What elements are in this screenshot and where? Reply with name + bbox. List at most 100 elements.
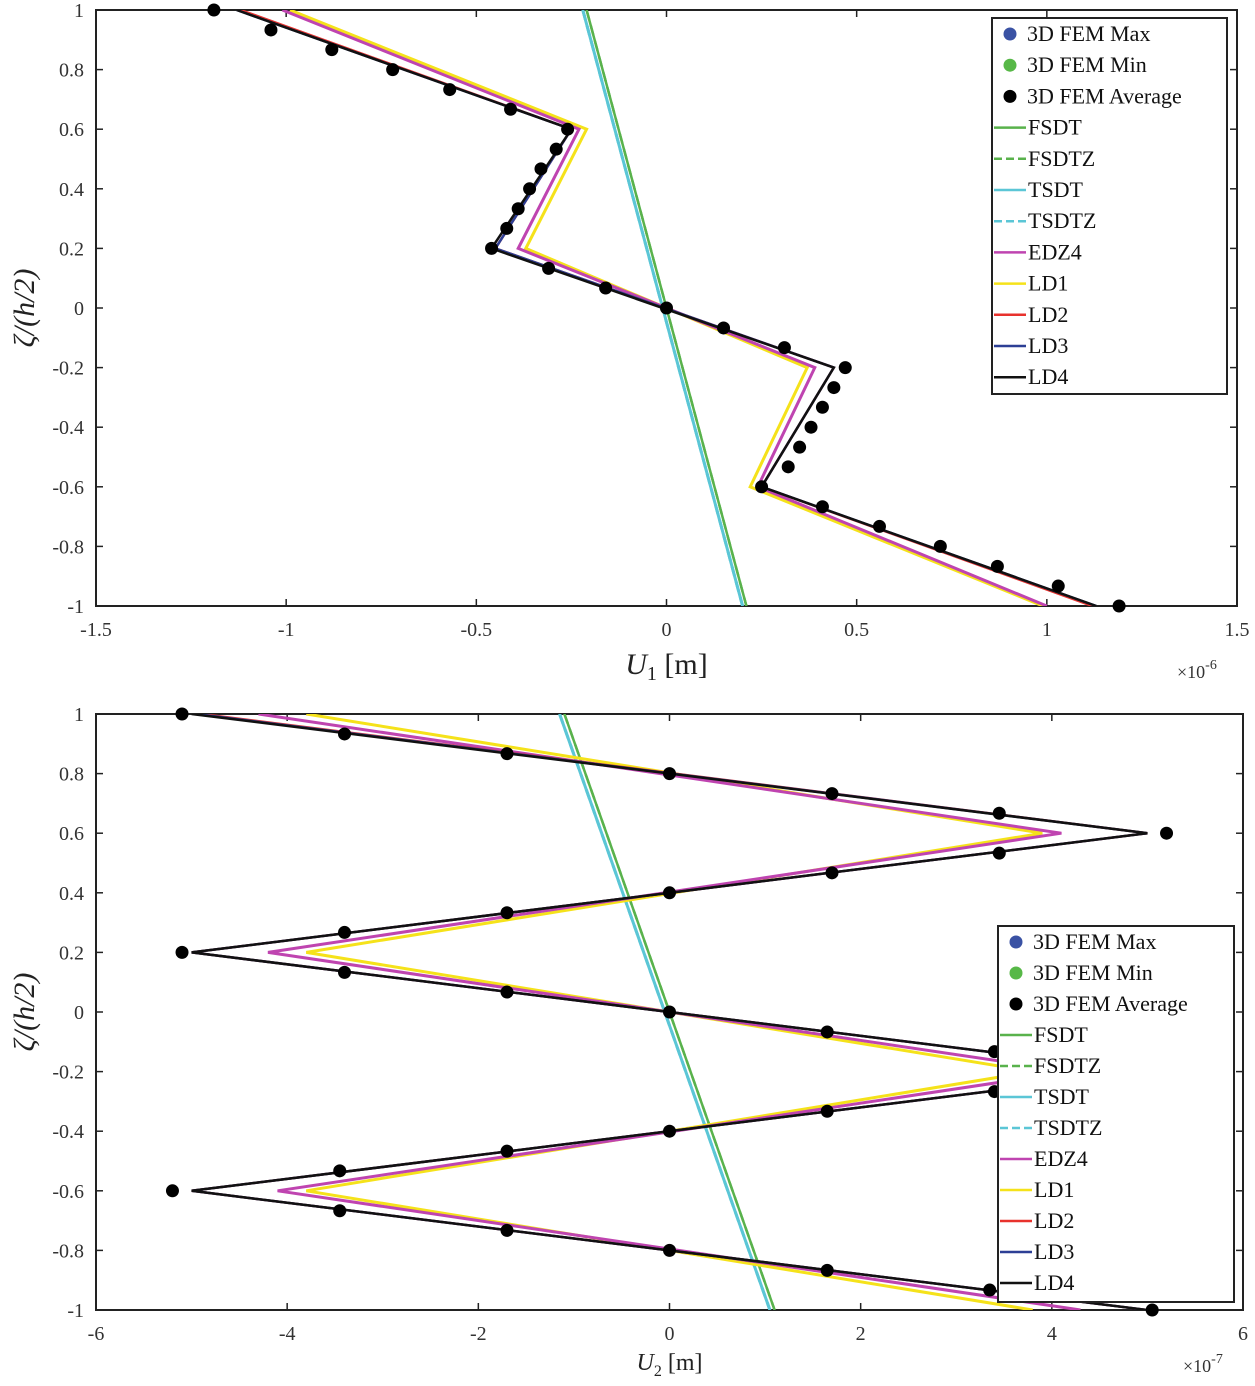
exponent-base: ×10 (1183, 1356, 1211, 1376)
x-axis-label: U1 [m] (625, 648, 708, 685)
fem-average-point (175, 945, 189, 959)
fem-average-point (500, 985, 514, 999)
x-axis-symbol: U (625, 648, 649, 681)
chart-1: -1.5 -1 -0.5 0 0.5 1 1.510.80.60.40.20-0.2-0.4… (8, 0, 1250, 685)
x-axis-subscript: 2 (654, 1363, 662, 1380)
fem-average-point (820, 1025, 834, 1039)
legend-label: 3D FEM Max (1027, 21, 1150, 46)
fem-average-point (561, 122, 575, 136)
fem-average-point (820, 1263, 834, 1277)
fem-average-point (793, 440, 807, 454)
fem-average-point (333, 1204, 347, 1218)
fem-average-point (781, 460, 795, 474)
fem-average-point (663, 1243, 676, 1257)
fem-average-point (500, 906, 514, 920)
y-tick-label: 0.4 (59, 179, 84, 201)
legend-marker (1009, 966, 1023, 980)
fem-average-point (264, 23, 278, 37)
legend: 3D FEM Max 3D FEM Min 3D FEM Average FSDT FS… (997, 925, 1235, 1303)
x-tick-label: 6 (1238, 1323, 1248, 1345)
fem-average-point (992, 806, 1006, 820)
fem-average-point (338, 965, 352, 979)
legend-label: EDZ4 (1034, 1146, 1088, 1171)
fem-average-point (1051, 579, 1065, 593)
fem-average-point (511, 202, 525, 216)
x-tick-label: -1 (278, 619, 295, 641)
fem-average-point (990, 559, 1004, 573)
legend-label: LD4 (1034, 1270, 1074, 1295)
fem-average-point (717, 321, 731, 335)
x-tick-label: -0.5 (460, 619, 492, 641)
legend-label: TSDT (1034, 1084, 1090, 1109)
x-tick-label: -4 (279, 1323, 296, 1345)
legend-label: LD4 (1028, 364, 1068, 389)
legend-label: FSDT (1034, 1022, 1088, 1047)
legend-label: 3D FEM Max (1033, 929, 1156, 954)
fem-average-point (663, 1124, 676, 1138)
x-tick-label: 1.5 (1225, 619, 1250, 641)
y-tick-label: 0.2 (59, 942, 84, 964)
fem-average-point (338, 727, 352, 741)
x-tick-label: -2 (470, 1323, 487, 1345)
fem-average-point (827, 381, 841, 395)
fem-average-point (500, 747, 514, 761)
fem-average-point (500, 221, 514, 235)
y-tick-label: -0.6 (52, 477, 84, 499)
fem-average-point (386, 63, 400, 77)
fem-average-point (175, 707, 189, 721)
fem-average-point (599, 281, 613, 295)
legend-marker (1003, 89, 1017, 103)
x-tick-label: 1 (1042, 619, 1052, 641)
fem-average-point (660, 301, 673, 315)
y-tick-label: 1 (74, 704, 84, 726)
fem-average-point (549, 142, 563, 156)
x-axis-exponent: ×10-6 (1177, 658, 1217, 682)
x-tick-label: 4 (1047, 1323, 1057, 1345)
fem-average-point (804, 420, 818, 434)
fem-average-point (325, 43, 339, 57)
legend-label: 3D FEM Average (1027, 83, 1182, 108)
fem-average-point (820, 1104, 834, 1118)
fem-average-point (815, 500, 829, 514)
fem-average-point (838, 361, 852, 375)
fem-average-point (933, 539, 947, 553)
exponent-power: -6 (1205, 658, 1217, 673)
legend-label: FSDTZ (1028, 146, 1095, 171)
fem-average-point (165, 1184, 179, 1198)
fem-average-point (500, 1144, 514, 1158)
x-axis-subscript: 1 (647, 663, 657, 685)
fem-average-point (825, 866, 839, 880)
chart-2: -6 -4 -2 0 2 4 6 1 0.8 0.6 0.4 0.2 0 -0.2 -0.4 -0.6 -0.8… (8, 704, 1248, 1380)
y-tick-label: -0.8 (52, 1240, 84, 1262)
y-tick-label: 0.8 (59, 764, 84, 786)
y-tick-label: -0.4 (52, 417, 84, 439)
y-tick-label: -0.2 (52, 358, 84, 380)
legend-marker (1009, 997, 1023, 1011)
fem-average-point (523, 182, 537, 196)
legend-label: 3D FEM Min (1027, 52, 1147, 77)
x-axis-unit: [m] (657, 648, 708, 681)
fem-average-point (504, 102, 518, 116)
exponent-base: ×10 (1177, 662, 1205, 682)
y-tick-label: 0 (74, 298, 84, 320)
x-tick-label: -6 (88, 1323, 105, 1345)
legend-label: FSDT (1028, 115, 1082, 140)
fem-average-point (542, 261, 556, 275)
y-tick-label: 0.6 (59, 823, 84, 845)
x-axis-label: U2 [m] (637, 1350, 703, 1380)
legend-label: 3D FEM Average (1033, 991, 1188, 1016)
x-axis-unit: [m] (662, 1350, 703, 1376)
fem-average-point (663, 1005, 676, 1019)
fem-average-point (815, 400, 829, 414)
legend-label: TSDT (1028, 177, 1084, 202)
y-tick-label: -1 (67, 596, 84, 618)
fem-average-point (1112, 599, 1126, 613)
fem-average-point (534, 162, 548, 176)
legend-label: LD3 (1034, 1239, 1074, 1264)
y-tick-label: 0.6 (59, 119, 84, 141)
fem-average-point (825, 787, 839, 801)
legend-label: LD1 (1028, 271, 1068, 296)
legend-label: 3D FEM Min (1033, 960, 1153, 985)
x-tick-label: -1.5 (80, 619, 112, 641)
